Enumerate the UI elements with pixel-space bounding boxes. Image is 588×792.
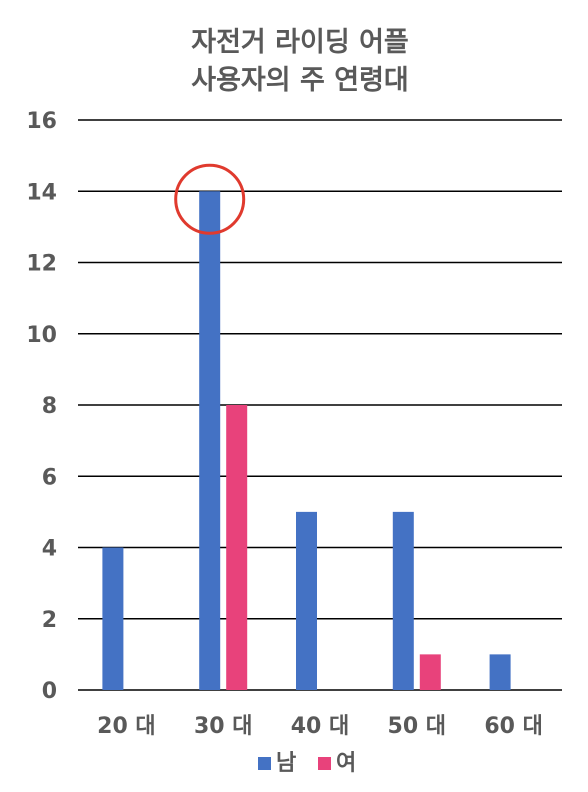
y-tick-label: 0 [42,679,57,704]
gridlines [78,119,562,691]
y-tick-label: 10 [26,323,57,348]
x-category-label: 30 대 [194,714,253,739]
x-category-label: 50 대 [388,714,447,739]
y-tick-label: 4 [42,537,57,562]
legend-male-swatch [258,757,271,770]
y-tick-label: 2 [42,608,57,633]
legend-female-label: 여 [336,751,356,776]
bars [102,191,511,690]
bar-female-3 [419,654,441,690]
bar-female-1 [226,405,248,690]
bar-male-2 [296,511,317,690]
chart-title-line-1: 자전거 라이딩 어플 [191,27,409,58]
x-category-label: 60 대 [484,714,543,739]
x-category-label: 40 대 [291,714,350,739]
y-tick-label: 6 [42,465,57,490]
chart-title: 자전거 라이딩 어플 사용자의 주 연령대 [191,27,409,96]
bar-male-0 [102,547,124,690]
legend-female-swatch [318,757,331,770]
y-tick-label: 14 [26,180,57,205]
highlight-circle [174,163,246,235]
chart-title-line-2: 사용자의 주 연령대 [191,65,409,96]
y-tick-label: 16 [26,109,57,134]
legend-male-label: 남 [276,751,296,776]
annotations [174,163,246,235]
bar-male-4 [489,654,511,690]
bar-male-3 [392,511,414,690]
bar-male-1 [199,191,221,690]
y-axis-tick-labels: 0 2 4 6 8 10 12 14 16 [26,109,57,704]
x-category-label: 20 대 [97,714,156,739]
x-axis-category-labels: 20 대 30 대 40 대 50 대 60 대 [97,714,543,739]
y-tick-label: 12 [26,252,57,277]
y-tick-label: 8 [42,394,57,419]
